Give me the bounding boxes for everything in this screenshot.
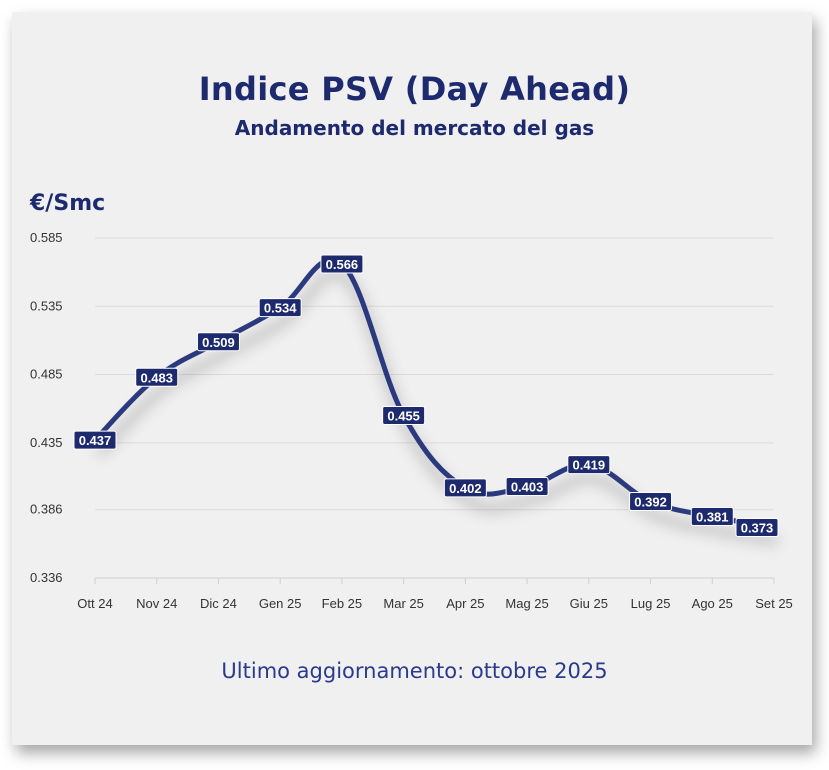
- data-label: 0.509: [202, 335, 235, 350]
- x-tick-label: Nov 24: [136, 596, 177, 611]
- series-line: [92, 257, 777, 530]
- data-label: 0.402: [449, 481, 482, 496]
- data-label: 0.392: [634, 495, 667, 510]
- chart-subtitle: Andamento del mercato del gas: [234, 116, 595, 140]
- data-label: 0.455: [387, 409, 420, 424]
- data-label-box: [629, 492, 673, 512]
- x-tick-label: Lug 25: [631, 596, 671, 611]
- x-tick-label: Mar 25: [383, 596, 423, 611]
- data-label-box: [567, 455, 611, 475]
- data-label: 0.381: [696, 510, 729, 525]
- x-tick-label: Ago 25: [692, 596, 733, 611]
- y-tick-label: 0.485: [30, 367, 63, 382]
- data-label-box: [258, 298, 302, 318]
- x-tick-label: Giu 25: [570, 596, 608, 611]
- series-shadow: [95, 268, 779, 547]
- x-tick-label: Set 25: [755, 596, 793, 611]
- y-tick-label: 0.386: [30, 502, 63, 517]
- data-label-box: [735, 517, 779, 537]
- data-label: 0.437: [79, 433, 112, 448]
- data-label-box: [135, 367, 179, 387]
- x-tick-label: Ott 24: [77, 596, 112, 611]
- data-label-box: [382, 406, 426, 426]
- data-label: 0.534: [264, 301, 297, 316]
- data-label-box: [320, 254, 364, 274]
- x-tick-label: Apr 25: [446, 596, 484, 611]
- y-tick-label: 0.535: [30, 298, 63, 313]
- y-tick-label: 0.336: [30, 570, 63, 585]
- data-label-box: [690, 507, 734, 527]
- data-label-box: [505, 477, 549, 497]
- x-tick-label: Mag 25: [505, 596, 548, 611]
- data-label-box: [196, 332, 240, 352]
- data-label: 0.373: [741, 520, 774, 535]
- x-tick-label: Feb 25: [322, 596, 362, 611]
- last-update-text: Ultimo aggiornamento: ottobre 2025: [221, 659, 608, 683]
- data-label-box: [443, 478, 487, 498]
- y-tick-label: 0.585: [30, 230, 63, 245]
- y-tick-label: 0.435: [30, 435, 63, 450]
- x-tick-label: Gen 25: [259, 596, 302, 611]
- data-label: 0.483: [140, 370, 173, 385]
- data-label: 0.403: [511, 480, 544, 495]
- chart-title: Indice PSV (Day Ahead): [198, 70, 631, 108]
- x-tick-label: Dic 24: [200, 596, 237, 611]
- data-label: 0.419: [573, 458, 606, 473]
- data-label: 0.566: [326, 257, 359, 272]
- data-label-box: [73, 430, 117, 450]
- y-axis-unit: €/Smc: [30, 191, 106, 216]
